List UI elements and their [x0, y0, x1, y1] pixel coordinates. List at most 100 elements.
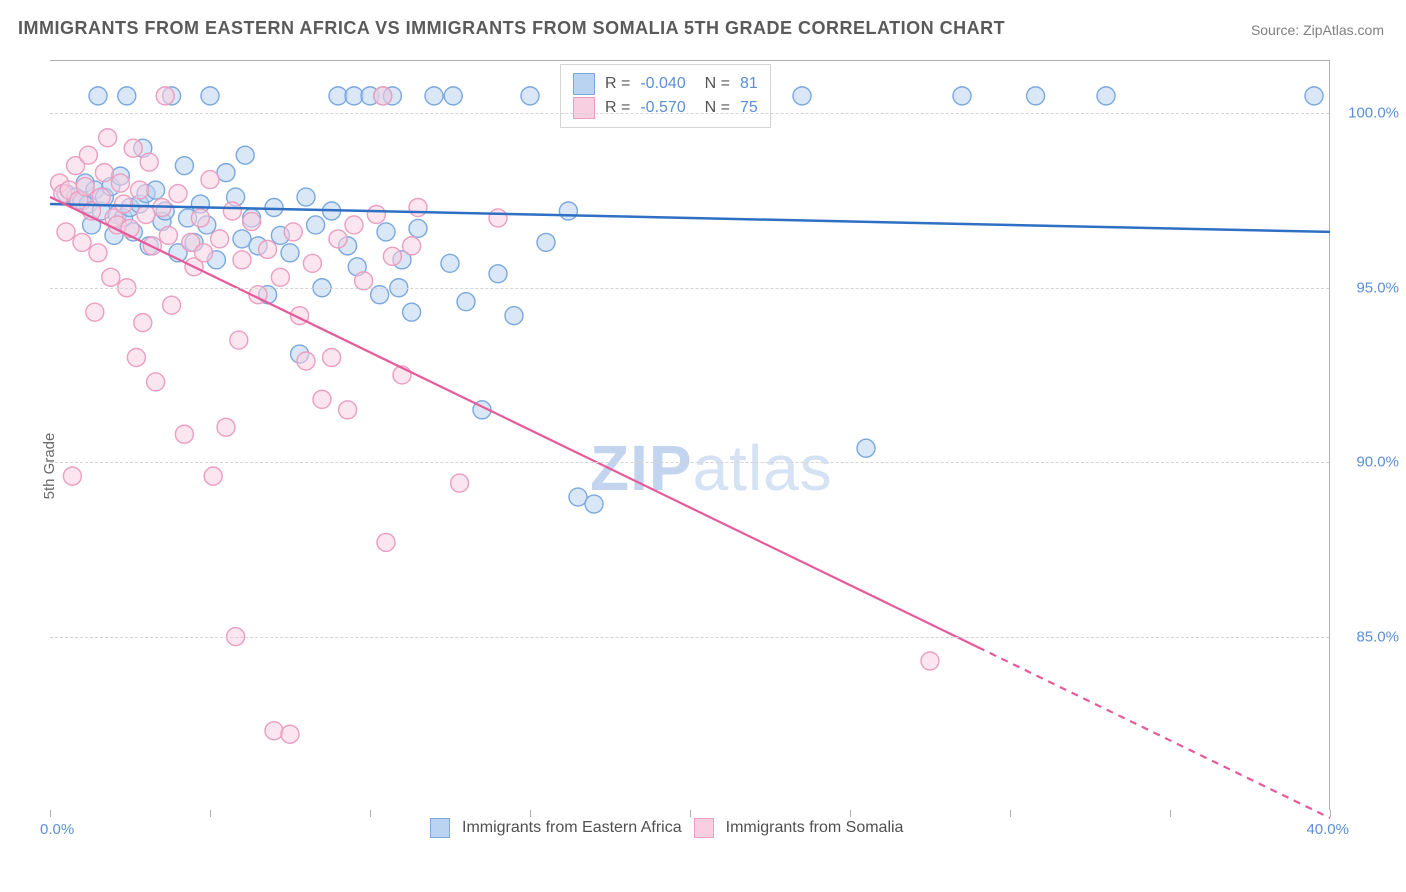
- scatter-point-somalia: [156, 87, 174, 105]
- scatter-point-eastern_africa: [281, 244, 299, 262]
- scatter-point-somalia: [281, 725, 299, 743]
- legend-swatch-icon: [573, 97, 595, 119]
- x-tick: [50, 810, 51, 817]
- scatter-point-eastern_africa: [236, 146, 254, 164]
- scatter-point-somalia: [243, 212, 261, 230]
- regression-line-somalia: [50, 197, 978, 647]
- scatter-point-somalia: [76, 178, 94, 196]
- scatter-point-somalia: [204, 467, 222, 485]
- y-tick-label: 85.0%: [1356, 628, 1399, 645]
- scatter-point-somalia: [57, 223, 75, 241]
- scatter-point-eastern_africa: [444, 87, 462, 105]
- source-name: ZipAtlas.com: [1303, 22, 1384, 38]
- gridline-h: [50, 113, 1329, 114]
- scatter-point-somalia: [403, 237, 421, 255]
- scatter-point-eastern_africa: [441, 254, 459, 272]
- scatter-point-eastern_africa: [425, 87, 443, 105]
- scatter-point-somalia: [223, 202, 241, 220]
- legend-swatch-icon: [430, 818, 450, 838]
- chart-title: IMMIGRANTS FROM EASTERN AFRICA VS IMMIGR…: [18, 18, 1005, 39]
- scatter-point-eastern_africa: [377, 223, 395, 241]
- scatter-point-somalia: [169, 185, 187, 203]
- scatter-point-somalia: [191, 209, 209, 227]
- y-tick-label: 90.0%: [1356, 454, 1399, 471]
- scatter-point-eastern_africa: [345, 87, 363, 105]
- scatter-point-somalia: [201, 171, 219, 189]
- scatter-point-eastern_africa: [569, 488, 587, 506]
- scatter-point-somalia: [127, 349, 145, 367]
- legend-series: Immigrants from Eastern Africa Immigrants…: [430, 818, 903, 838]
- scatter-point-eastern_africa: [793, 87, 811, 105]
- scatter-point-eastern_africa: [118, 87, 136, 105]
- x-axis-label-max: 40.0%: [1306, 821, 1349, 838]
- legend-swatch-icon: [694, 818, 714, 838]
- scatter-point-somalia: [339, 401, 357, 419]
- scatter-point-eastern_africa: [297, 188, 315, 206]
- scatter-point-somalia: [134, 314, 152, 332]
- scatter-point-eastern_africa: [409, 219, 427, 237]
- x-tick: [1170, 810, 1171, 817]
- scatter-point-somalia: [147, 373, 165, 391]
- scatter-point-eastern_africa: [175, 157, 193, 175]
- plot-area: ZIPatlas R = -0.040 N = 81R = -0.570 N =…: [50, 60, 1330, 810]
- scatter-point-eastern_africa: [585, 495, 603, 513]
- scatter-point-somalia: [92, 188, 110, 206]
- scatter-point-eastern_africa: [1305, 87, 1323, 105]
- scatter-point-eastern_africa: [329, 87, 347, 105]
- legend-series-label: Immigrants from Eastern Africa: [462, 819, 682, 837]
- scatter-point-somalia: [230, 331, 248, 349]
- scatter-point-eastern_africa: [559, 202, 577, 220]
- gridline-h: [50, 637, 1329, 638]
- scatter-point-eastern_africa: [857, 439, 875, 457]
- legend-swatch-icon: [573, 73, 595, 95]
- scatter-point-somalia: [175, 425, 193, 443]
- x-tick: [690, 810, 691, 817]
- scatter-point-somalia: [921, 652, 939, 670]
- scatter-point-somalia: [271, 268, 289, 286]
- source-label: Source:: [1251, 22, 1303, 38]
- scatter-point-eastern_africa: [307, 216, 325, 234]
- scatter-point-somalia: [383, 247, 401, 265]
- scatter-point-eastern_africa: [403, 303, 421, 321]
- scatter-point-somalia: [374, 87, 392, 105]
- scatter-point-somalia: [329, 230, 347, 248]
- scatter-point-somalia: [211, 230, 229, 248]
- x-tick: [1010, 810, 1011, 817]
- scatter-point-somalia: [140, 153, 158, 171]
- scatter-point-somalia: [86, 303, 104, 321]
- source-attribution: Source: ZipAtlas.com: [1251, 22, 1384, 38]
- scatter-point-somalia: [284, 223, 302, 241]
- legend-correlation: R = -0.040 N = 81R = -0.570 N = 75: [560, 64, 771, 128]
- scatter-point-somalia: [115, 195, 133, 213]
- chart-container: 5th Grade ZIPatlas R = -0.040 N = 81R = …: [50, 60, 1386, 872]
- scatter-point-eastern_africa: [521, 87, 539, 105]
- scatter-point-eastern_africa: [489, 265, 507, 283]
- scatter-point-somalia: [79, 146, 97, 164]
- x-tick: [210, 810, 211, 817]
- scatter-point-somalia: [195, 244, 213, 262]
- legend-r-label: R =: [605, 75, 630, 93]
- scatter-point-somalia: [265, 722, 283, 740]
- scatter-point-eastern_africa: [89, 87, 107, 105]
- legend-r-value: -0.040: [640, 75, 685, 93]
- x-tick: [530, 810, 531, 817]
- scatter-point-eastern_africa: [953, 87, 971, 105]
- scatter-point-somalia: [217, 418, 235, 436]
- scatter-point-somalia: [259, 240, 277, 258]
- legend-n-value: 81: [740, 75, 758, 93]
- gridline-h: [50, 462, 1329, 463]
- scatter-point-somalia: [73, 233, 91, 251]
- regression-line-dashed-somalia: [978, 647, 1330, 818]
- scatter-point-somalia: [137, 205, 155, 223]
- scatter-point-somalia: [345, 216, 363, 234]
- scatter-point-somalia: [124, 139, 142, 157]
- scatter-point-somalia: [233, 251, 251, 269]
- scatter-point-somalia: [313, 390, 331, 408]
- legend-series-label: Immigrants from Somalia: [726, 819, 904, 837]
- y-tick-label: 100.0%: [1348, 105, 1399, 122]
- scatter-point-somalia: [63, 467, 81, 485]
- y-tick-label: 95.0%: [1356, 279, 1399, 296]
- x-tick: [1330, 810, 1331, 817]
- scatter-point-somalia: [95, 164, 113, 182]
- legend-row-eastern_africa: R = -0.040 N = 81: [573, 73, 758, 95]
